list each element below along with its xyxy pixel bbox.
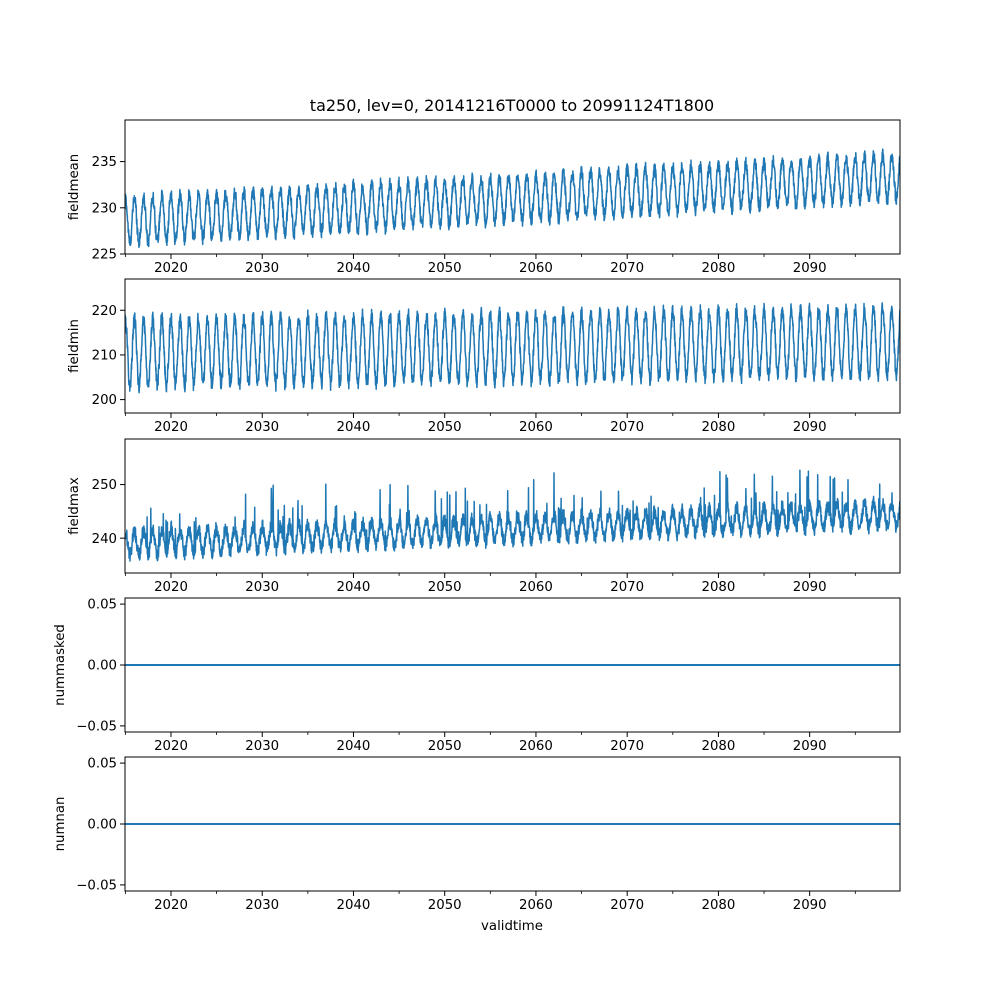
y-tick-label: 230 [92, 201, 117, 216]
y-tick-label: 0.00 [87, 659, 117, 674]
x-tick-label: 2090 [793, 420, 827, 435]
x-tick-label: 2090 [793, 580, 827, 595]
y-axis-label: fieldmax [67, 477, 82, 535]
y-tick-label: 240 [92, 532, 117, 547]
x-tick-label: 2070 [610, 580, 644, 595]
figure-title: ta250, lev=0, 20141216T0000 to 20991124T… [310, 96, 714, 115]
x-tick-label: 2090 [793, 261, 827, 276]
x-tick-label: 2020 [154, 261, 188, 276]
x-tick-label: 2040 [337, 261, 371, 276]
x-tick-label: 2070 [610, 420, 644, 435]
y-tick-label: 200 [92, 393, 117, 408]
series-line-fieldmin [125, 302, 900, 394]
x-tick-label: 2030 [245, 898, 279, 913]
x-tick-label: 2030 [245, 420, 279, 435]
x-tick-label: 2070 [610, 261, 644, 276]
x-tick-label: 2080 [702, 898, 736, 913]
panels: 2020 2030 2040 2050 2060 2070 2080 2090 225 230 23… [53, 119, 901, 913]
panel-fieldmax: 2020 2030 2040 2050 2060 2070 2080 2090 240 250 fi… [67, 438, 901, 595]
y-axis-label: fieldmean [67, 154, 82, 220]
x-tick-label: 2030 [245, 580, 279, 595]
x-tick-label: 2060 [519, 898, 553, 913]
series-line-fieldmax [125, 469, 900, 562]
x-tick-label: 2090 [793, 739, 827, 754]
panel-fieldmean: 2020 2030 2040 2050 2060 2070 2080 2090 225 230 23… [67, 119, 901, 276]
x-tick-label: 2060 [519, 261, 553, 276]
x-tick-label: 2080 [702, 739, 736, 754]
y-tick-label: 0.05 [87, 757, 117, 772]
x-tick-label: 2090 [793, 898, 827, 913]
x-tick-label: 2020 [154, 898, 188, 913]
x-tick-label: 2040 [337, 420, 371, 435]
y-tick-label: 235 [92, 155, 117, 170]
y-axis-label: numnan [53, 797, 68, 852]
y-tick-label: 220 [92, 304, 117, 319]
y-tick-label: −0.05 [76, 720, 117, 735]
panel-fieldmin: 2020 2030 2040 2050 2060 2070 2080 2090 200 210 22… [67, 278, 901, 435]
x-tick-label: 2070 [610, 898, 644, 913]
x-tick-label: 2050 [428, 261, 462, 276]
x-tick-label: 2040 [337, 580, 371, 595]
axes-frame [124, 119, 901, 255]
x-tick-label: 2080 [702, 261, 736, 276]
x-tick-label: 2020 [154, 739, 188, 754]
y-axis-label: fieldmin [67, 319, 82, 373]
x-tick-label: 2080 [702, 580, 736, 595]
x-tick-label: 2050 [428, 580, 462, 595]
axes-frame [124, 278, 901, 414]
y-tick-label: 250 [92, 478, 117, 493]
x-tick-label: 2030 [245, 739, 279, 754]
x-tick-label: 2020 [154, 420, 188, 435]
panel-numnan: 2020 2030 2040 2050 2060 2070 2080 2090 −0.05 0.0… [53, 756, 901, 913]
x-tick-label: 2040 [337, 898, 371, 913]
x-tick-label: 2060 [519, 420, 553, 435]
y-tick-label: 0.00 [87, 818, 117, 833]
x-tick-label: 2020 [154, 580, 188, 595]
y-tick-label: 0.05 [87, 598, 117, 613]
x-tick-label: 2050 [428, 898, 462, 913]
x-tick-label: 2030 [245, 261, 279, 276]
panel-nummasked: 2020 2030 2040 2050 2060 2070 2080 2090 −0.05 0.0… [53, 597, 901, 754]
y-tick-label: 225 [92, 248, 117, 263]
x-tick-label: 2050 [428, 739, 462, 754]
x-tick-label: 2080 [702, 420, 736, 435]
x-tick-label: 2050 [428, 420, 462, 435]
series-line-fieldmean [125, 148, 900, 249]
y-axis-label: nummasked [53, 624, 68, 706]
y-tick-label: −0.05 [76, 879, 117, 894]
x-tick-label: 2060 [519, 580, 553, 595]
axes-frame [124, 438, 901, 574]
x-tick-label: 2040 [337, 739, 371, 754]
y-tick-label: 210 [92, 349, 117, 364]
x-tick-label: 2070 [610, 739, 644, 754]
x-tick-label: 2060 [519, 739, 553, 754]
x-axis-label: validtime [481, 919, 543, 934]
